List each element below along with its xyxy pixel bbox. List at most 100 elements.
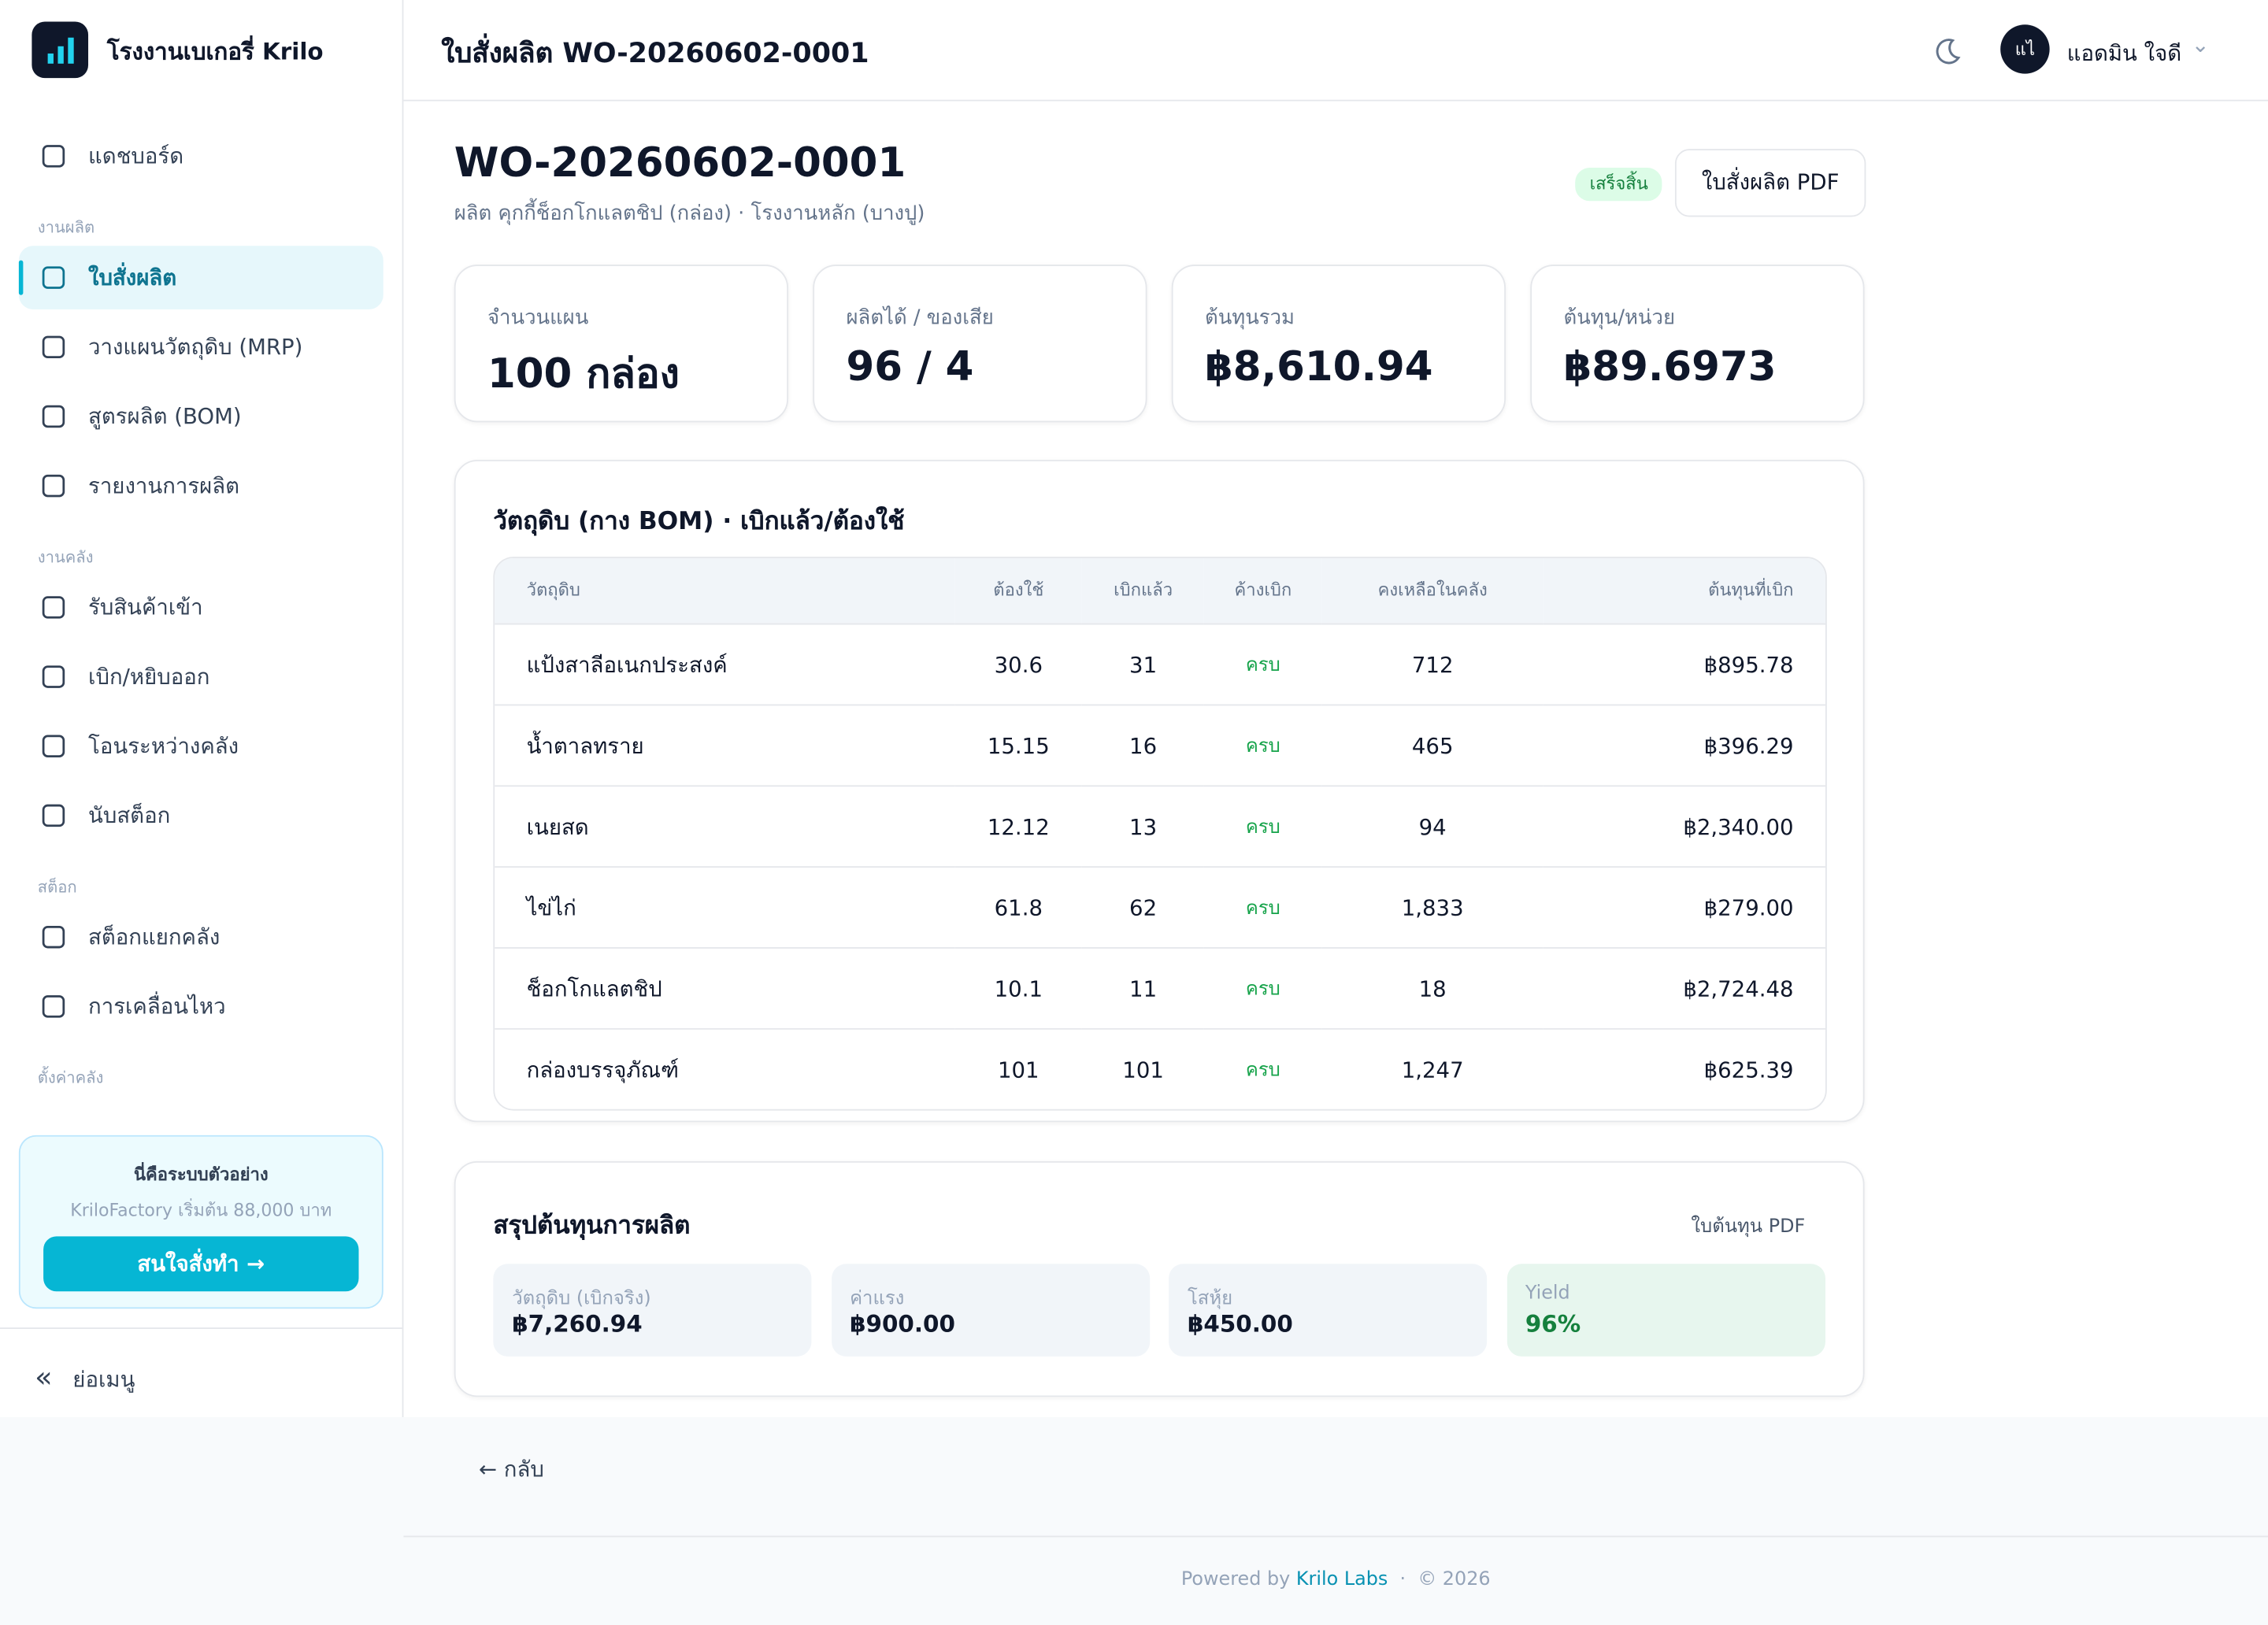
cell: 1,833 (1321, 866, 1544, 948)
chevron: ⌄ (2191, 31, 2210, 58)
nav-item[interactable]: สูตรผลิต (BOM) (19, 385, 384, 449)
nav-label: แดชบอร์ด (88, 143, 184, 169)
subtitle: ผลิต คุกกี้ช็อกโกแลตชิป (กล่อง) · โรงงาน… (454, 202, 925, 226)
cell: 12.12 (954, 785, 1083, 868)
cell: ฿625.39 (1543, 1027, 1825, 1109)
cost-item: โสหุ้ย ฿450.00 (1169, 1264, 1488, 1357)
nav-item[interactable]: สต็อกแยกคลัง (19, 905, 384, 969)
material-row: กล่องบรรจุภัณฑ์ 101 101 ครบ 1,247 ฿625.39 (495, 1027, 1825, 1109)
theme-toggle[interactable] (1933, 36, 1962, 65)
cost-title: สรุปต้นทุนการผลิต (493, 1212, 691, 1241)
nav-label: โอนระหว่างคลัง (88, 733, 239, 760)
cell: 11 (1082, 947, 1204, 1029)
topbar: ใบสั่งผลิต WO-20260602-0001 แไ แอดมิน ใจ… (403, 0, 2268, 102)
nav-icon (42, 266, 65, 289)
materials-table-wrap: วัตถุดิบ ต้องใช้ เบิกแล้ว ค้างเบิก คงเหลือใน… (493, 557, 1827, 1111)
column-header: คงเหลือในคลัง (1321, 557, 1544, 624)
material-row: ไข่ไก่ 61.8 62 ครบ 1,833 ฿279.00 (495, 866, 1825, 948)
cell: ครบ (1203, 785, 1322, 868)
nav-icon (42, 474, 65, 498)
cell: 101 (954, 1027, 1083, 1109)
nav-item[interactable]: วางแผนวัตถุดิบ (MRP) (19, 315, 384, 379)
nav-icon (42, 596, 65, 619)
collapse[interactable]: «ย่อเมนู (35, 1359, 135, 1394)
cost-value: ฿450.00 (1187, 1310, 1293, 1338)
cost-label: Yield (1525, 1283, 1570, 1305)
nav-icon (42, 735, 65, 757)
cost-card: สรุปต้นทุนการผลิต ใบต้นทุน PDF วัตถุดิบ … (454, 1160, 1865, 1397)
stat-card: จำนวนแผน 100 กล่อง (454, 265, 789, 423)
cell: แป้งสาลีอเนกประสงค์ (495, 623, 955, 705)
cost-value: 96% (1525, 1310, 1581, 1338)
material-row: เนยสด 12.12 13 ครบ 94 ฿2,340.00 (495, 785, 1825, 868)
column-header: ต้องใช้ (954, 557, 1083, 624)
cell: ครบ (1203, 623, 1322, 705)
cell: น้ำตาลทราย (495, 704, 955, 787)
cell: 18 (1321, 947, 1544, 1029)
pdf-button[interactable]: ใบสั่งผลิต PDF (1674, 149, 1866, 217)
cell: 31 (1082, 623, 1204, 705)
nav-icon (42, 804, 65, 827)
cell: ไข่ไก่ (495, 866, 955, 948)
nav-item[interactable]: แดชบอร์ด (19, 124, 384, 188)
nav-label: รายงานการผลิต (88, 472, 240, 499)
cost-item: ค่าแรง ฿900.00 (831, 1264, 1150, 1357)
nav-label: วางแผนวัตถุดิบ (MRP) (88, 334, 303, 361)
nav-icon (42, 995, 65, 1018)
stat-value: 96 / 4 (846, 342, 974, 391)
cell: 13 (1082, 785, 1204, 868)
nav: แดชบอร์ดงานผลิตใบสั่งผลิตวางแผนวัตถุดิบ … (0, 119, 402, 1116)
nav-item[interactable]: การเคลื่อนไหว (19, 975, 384, 1038)
nav-item[interactable]: เบิก/หยิบออก (19, 645, 384, 709)
status-badge: เสร็จสิ้น (1575, 168, 1663, 202)
cell: กล่องบรรจุภัณฑ์ (495, 1027, 955, 1109)
cell: ฿396.29 (1543, 704, 1825, 787)
nav-label: เบิก/หยิบออก (88, 664, 210, 690)
cell: 712 (1321, 623, 1544, 705)
cost-label: ค่าแรง (850, 1288, 905, 1311)
avatar[interactable]: แไ (2000, 24, 2050, 74)
cell: 101 (1082, 1027, 1204, 1109)
back-link[interactable]: ← กลับ (478, 1456, 544, 1482)
cost-label: โสหุ้ย (1187, 1288, 1233, 1311)
cost-label: วัตถุดิบ (เบิกจริง) (512, 1288, 651, 1311)
nav-item[interactable]: นับสต็อก (19, 784, 384, 848)
cost-item: วัตถุดิบ (เบิกจริง) ฿7,260.94 (493, 1264, 812, 1357)
main: WO-20260602-0001 ผลิต คุกกี้ช็อกโกแลตชิป… (403, 101, 2268, 1418)
column-header: ต้นทุนที่เบิก (1543, 557, 1825, 624)
cell: ครบ (1203, 1027, 1322, 1109)
nav-label: สต็อกแยกคลัง (88, 924, 220, 950)
stat-label: จำนวนแผน (487, 306, 589, 330)
user-name[interactable]: แอดมิน ใจดี (2066, 40, 2182, 67)
nav-item[interactable]: รับสินค้าเข้า (19, 576, 384, 639)
footer-year: © 2026 (1418, 1568, 1491, 1591)
nav-item[interactable]: ใบสั่งผลิต (18, 246, 384, 310)
cell: ฿2,340.00 (1543, 785, 1825, 868)
nav-section: งานผลิต (37, 218, 95, 238)
nav-label: ใบสั่งผลิต (88, 265, 177, 291)
cell: ฿279.00 (1543, 866, 1825, 948)
cell: 16 (1082, 704, 1204, 787)
cost-pdf-link[interactable]: ใบต้นทุน PDF (1691, 1216, 1806, 1238)
footer-brand[interactable]: Krilo Labs (1295, 1568, 1388, 1591)
cell: ช็อกโกแลตชิป (495, 947, 955, 1029)
column-header: เบิกแล้ว (1082, 557, 1204, 624)
promo-button[interactable]: สนใจสั่งทำ → (43, 1236, 359, 1292)
nav-label: นับสต็อก (88, 802, 171, 829)
nav-icon (42, 665, 65, 688)
stat-label: ผลิตได้ / ของเสีย (846, 306, 994, 330)
collapse-label: ย่อเมนู (72, 1366, 135, 1393)
cell: 94 (1321, 785, 1544, 868)
stat-value: ฿89.6973 (1563, 342, 1777, 391)
nav-item[interactable]: รายงานการผลิต (19, 454, 384, 518)
stat-card: ผลิตได้ / ของเสีย 96 / 4 (813, 265, 1147, 423)
cell: 465 (1321, 704, 1544, 787)
stat-label: ต้นทุน/หน่วย (1563, 306, 1676, 330)
nav-item[interactable]: โอนระหว่างคลัง (19, 714, 384, 778)
nav-label: รับสินค้าเข้า (88, 594, 203, 620)
footer: Powered by Krilo Labs · © 2026 (1180, 1568, 1491, 1591)
materials-card: วัตถุดิบ (กาง BOM) · เบิกแล้ว/ต้องใช้ วั… (454, 460, 1865, 1123)
nav-icon (42, 405, 65, 428)
cell: ครบ (1203, 866, 1322, 948)
stat-value: 100 กล่อง (487, 350, 680, 398)
